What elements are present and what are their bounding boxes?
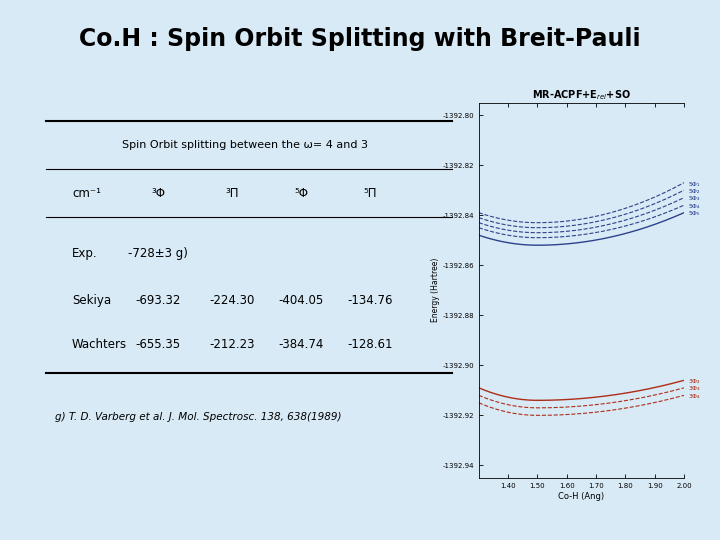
Text: -404.05: -404.05 [279,294,323,307]
Text: 5Φ₄: 5Φ₄ [688,204,700,209]
Text: Spin Orbit splitting between the ω= 4 and 3: Spin Orbit splitting between the ω= 4 an… [122,140,368,150]
Text: ⁵Φ: ⁵Φ [294,187,308,200]
Text: 3Φ₃: 3Φ₃ [688,386,700,391]
Text: 3Φ₄: 3Φ₄ [688,394,700,399]
Text: -128.61: -128.61 [347,339,393,352]
Text: 3Φ₂: 3Φ₂ [688,379,700,383]
X-axis label: Co-H (Ang): Co-H (Ang) [558,491,605,501]
Text: 5Φ₂: 5Φ₂ [688,189,700,194]
Text: ⁵Π: ⁵Π [364,187,377,200]
Text: 5Φ₃: 5Φ₃ [688,197,700,201]
Text: Co.H : Spin Orbit Splitting with Breit-Pauli: Co.H : Spin Orbit Splitting with Breit-P… [79,27,641,51]
Y-axis label: Energy (Hartree): Energy (Hartree) [431,258,439,322]
Text: -693.32: -693.32 [135,294,181,307]
Text: ³Π: ³Π [225,187,238,200]
Text: -384.74: -384.74 [278,339,324,352]
Text: Exp.: Exp. [72,247,98,260]
Title: MR-ACPF+E$_{rel}$+SO: MR-ACPF+E$_{rel}$+SO [532,89,631,102]
Text: -655.35: -655.35 [136,339,181,352]
Text: -728±3 g): -728±3 g) [128,247,189,260]
Text: Wachters: Wachters [72,339,127,352]
Text: -212.23: -212.23 [209,339,255,352]
Text: ³Φ: ³Φ [151,187,166,200]
Text: 5Φ₁: 5Φ₁ [688,181,700,187]
Text: -134.76: -134.76 [347,294,393,307]
Text: g) T. D. Varberg et al. J. Mol. Spectrosc. 138, 638(1989): g) T. D. Varberg et al. J. Mol. Spectros… [55,412,341,422]
Text: -224.30: -224.30 [209,294,255,307]
Text: cm⁻¹: cm⁻¹ [72,187,101,200]
Text: Sekiya: Sekiya [72,294,111,307]
Text: 5Φ₅: 5Φ₅ [688,211,700,217]
